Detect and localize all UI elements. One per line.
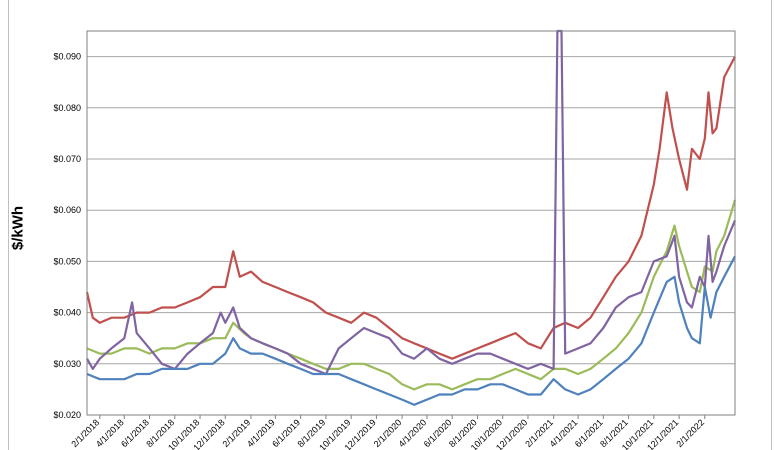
y-tick-label: $0.040 <box>53 308 81 318</box>
gridlines <box>87 56 735 416</box>
y-tick-label: $0.090 <box>53 52 81 62</box>
plot-area-border <box>86 30 736 416</box>
y-tick-label: $0.030 <box>53 359 81 369</box>
y-axis-ticks: $0.020 $0.030 $0.040 $0.050 $0.060 $0.070 $0.0… <box>53 52 81 420</box>
y-tick-label: $0.080 <box>53 103 81 113</box>
y-tick-label: $0.070 <box>53 154 81 164</box>
series-line-4 <box>86 255 736 406</box>
x-tick-label: 2/1/2022 <box>674 417 706 449</box>
y-tick-label: $0.060 <box>53 205 81 215</box>
series-line-3 <box>86 29 737 376</box>
series-lines <box>85 29 737 406</box>
series-line-1 <box>85 56 736 360</box>
x-axis-ticks: 2/1/20184/1/20186/1/20188/1/201810/1/201… <box>69 415 706 450</box>
y-tick-label: $0.020 <box>53 410 81 420</box>
chart-frame <box>8 0 772 450</box>
series-line-2 <box>86 199 737 391</box>
y-tick-label: $0.050 <box>53 256 81 266</box>
